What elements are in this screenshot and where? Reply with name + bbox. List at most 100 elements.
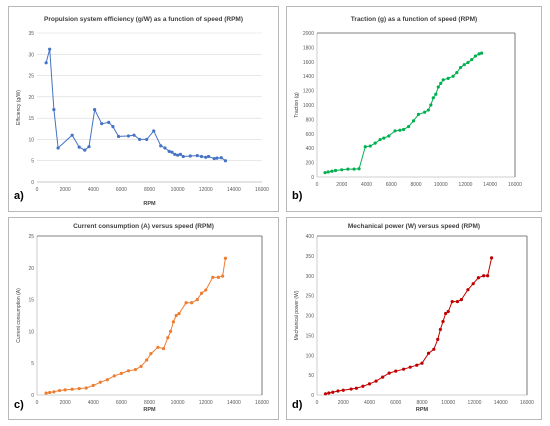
data-point: [436, 85, 440, 89]
x-tick-label: 8000: [144, 187, 155, 193]
data-point: [168, 329, 173, 333]
data-point: [330, 169, 334, 173]
data-point: [52, 108, 56, 112]
chart-b: Traction (g) as a function of speed (RPM…: [294, 16, 522, 188]
data-point: [470, 58, 474, 62]
data-point: [145, 358, 149, 362]
data-point: [361, 384, 365, 388]
y-tick-label: 2000: [303, 31, 314, 37]
y-tick-label: 400: [306, 146, 315, 152]
data-point: [170, 150, 174, 154]
data-point: [52, 390, 56, 394]
data-point: [181, 154, 185, 159]
data-point: [133, 367, 138, 372]
y-axis-label: Traction (g): [294, 92, 300, 118]
data-point: [432, 347, 436, 351]
data-point: [105, 378, 109, 382]
data-point: [426, 351, 431, 355]
data-point: [156, 345, 160, 349]
chart-title: Traction (g) as a function of speed (RPM…: [351, 16, 477, 23]
y-tick-label: 0: [311, 393, 314, 399]
x-tick-label: 16000: [508, 182, 522, 188]
chart-panel-b: Traction (g) as a function of speed (RPM…: [286, 6, 542, 212]
data-point: [367, 382, 372, 386]
chart-title: Current consumption (A) versus speed (RP…: [73, 223, 214, 230]
series-line: [46, 258, 226, 394]
y-tick-label: 35: [28, 31, 34, 37]
data-point: [323, 392, 328, 396]
y-tick-label: 15: [28, 116, 34, 122]
x-tick-label: 4000: [361, 182, 372, 188]
x-tick-label: 0: [36, 400, 39, 406]
data-point: [357, 167, 361, 171]
data-point: [402, 367, 406, 371]
y-tick-label: 1000: [303, 103, 314, 109]
data-point: [98, 380, 102, 384]
data-point: [411, 119, 416, 123]
x-tick-label: 16000: [255, 400, 269, 406]
data-point: [93, 108, 97, 112]
panel-label-c: c): [14, 399, 24, 411]
data-point: [111, 125, 115, 129]
x-tick-label: 14000: [494, 400, 508, 406]
data-point: [145, 137, 149, 142]
data-point: [216, 275, 221, 279]
data-point: [450, 299, 454, 304]
series-line: [45, 49, 226, 162]
y-tick-label: 0: [311, 175, 314, 181]
data-point: [167, 149, 171, 153]
x-axis-label: RPM: [143, 201, 156, 207]
data-point: [473, 54, 477, 58]
data-point: [126, 134, 131, 138]
data-point: [462, 63, 466, 67]
y-tick-label: 5: [31, 159, 34, 165]
y-tick-label: 200: [306, 161, 315, 167]
data-point: [138, 137, 142, 142]
data-point: [373, 141, 377, 145]
chart-title: Propulsion system efficiency (g/W) as a …: [44, 16, 243, 23]
x-tick-label: 2000: [60, 187, 71, 193]
data-point: [107, 120, 111, 124]
data-point: [451, 74, 455, 78]
y-axis-label: Current consumption (A): [16, 288, 22, 343]
data-point: [87, 145, 91, 149]
data-point: [402, 127, 406, 132]
x-tick-label: 0: [316, 182, 319, 188]
data-point: [434, 92, 438, 96]
data-point: [408, 365, 412, 369]
data-point: [63, 388, 67, 392]
y-tick-label: 250: [306, 294, 315, 300]
data-point: [177, 311, 181, 316]
data-point: [195, 154, 199, 158]
data-point: [212, 156, 216, 161]
x-axis-label: RPM: [416, 407, 429, 413]
data-point: [204, 155, 208, 159]
y-tick-label: 100: [306, 353, 315, 359]
data-point: [223, 256, 228, 260]
data-point: [48, 47, 52, 51]
x-tick-label: 14000: [227, 187, 241, 193]
data-point: [341, 388, 345, 392]
data-point: [132, 133, 136, 137]
data-point: [429, 103, 433, 107]
data-point: [438, 327, 442, 332]
data-point: [44, 391, 48, 395]
data-point: [423, 110, 427, 114]
x-tick-label: 10000: [171, 400, 185, 406]
chart-title: Mechanical power (W) versus speed (RPM): [348, 223, 480, 230]
data-point: [211, 275, 215, 279]
y-tick-label: 20: [28, 95, 34, 101]
y-tick-label: 25: [28, 234, 34, 240]
data-point: [161, 346, 166, 351]
data-point: [382, 136, 386, 140]
data-point: [455, 71, 459, 75]
data-point: [393, 129, 397, 133]
data-point: [221, 274, 225, 278]
series-line: [325, 257, 493, 395]
y-tick-label: 350: [306, 254, 315, 260]
data-point: [466, 288, 470, 292]
y-tick-label: 10: [28, 137, 34, 143]
y-tick-label: 0: [31, 180, 34, 186]
y-tick-label: 600: [306, 132, 315, 138]
data-point: [368, 144, 372, 148]
